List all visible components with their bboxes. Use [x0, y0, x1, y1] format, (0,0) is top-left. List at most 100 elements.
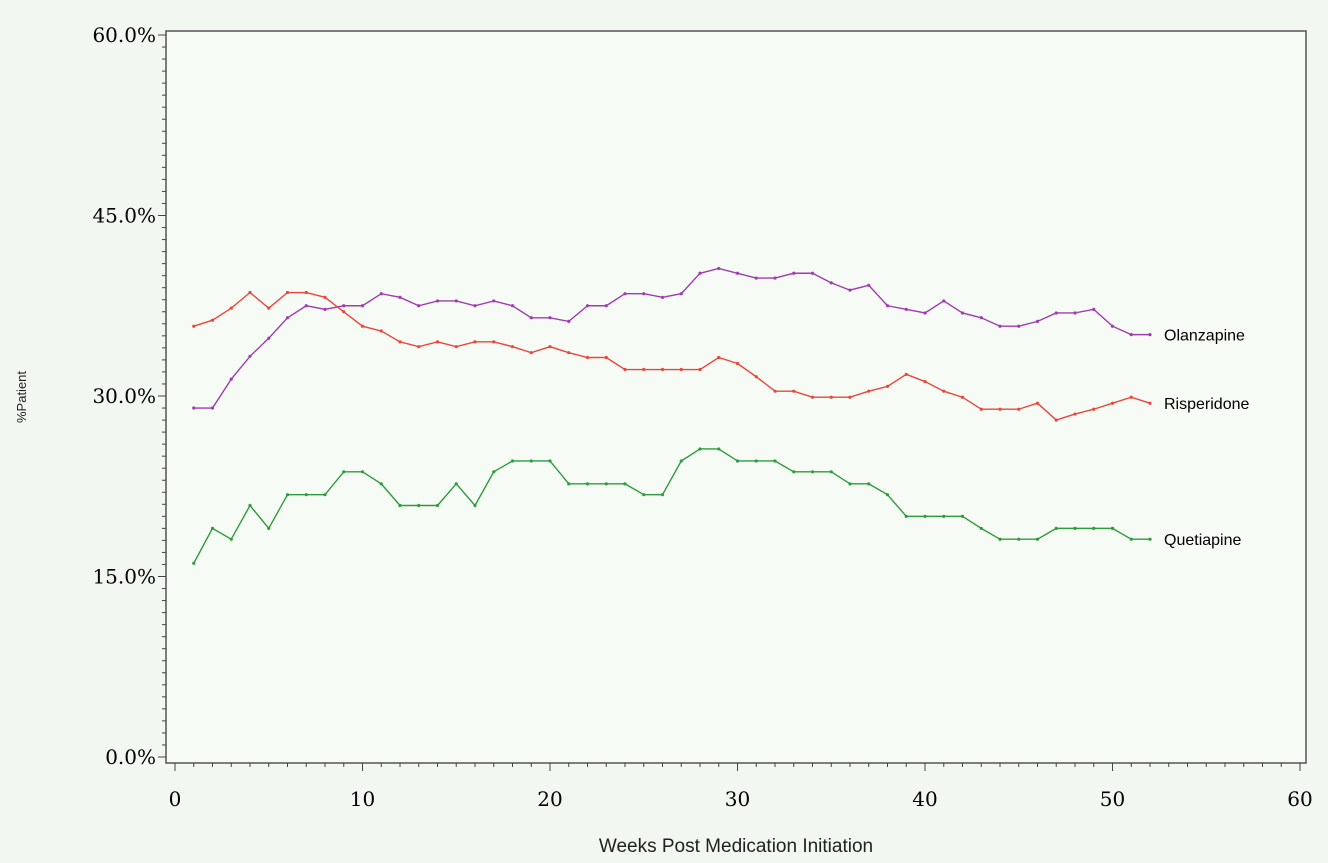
data-point-risperidone	[567, 351, 571, 355]
data-point-olanzapine	[454, 299, 458, 303]
data-point-olanzapine	[398, 295, 402, 299]
data-point-risperidone	[1129, 395, 1133, 399]
data-point-quetiapine	[642, 493, 646, 497]
data-point-olanzapine	[923, 311, 927, 315]
data-point-quetiapine	[210, 526, 215, 530]
data-point-quetiapine	[379, 482, 383, 486]
y-axis: 0.0% 15.0% 30.0% 45.0% 60.0%	[92, 23, 166, 769]
data-point-quetiapine	[1035, 537, 1040, 541]
data-point-olanzapine	[492, 299, 496, 303]
data-point-quetiapine	[867, 482, 871, 486]
data-point-quetiapine	[435, 503, 440, 508]
data-point-olanzapine	[754, 276, 758, 280]
data-point-risperidone	[585, 355, 590, 360]
data-point-risperidone	[923, 379, 927, 384]
data-point-risperidone	[604, 355, 608, 360]
data-point-quetiapine	[510, 459, 515, 463]
data-point-quetiapine	[679, 459, 683, 463]
data-point-quetiapine	[417, 503, 421, 508]
data-point-quetiapine	[1054, 526, 1058, 530]
data-point-risperidone	[773, 389, 777, 393]
data-point-olanzapine	[1110, 324, 1115, 328]
data-point-quetiapine	[192, 561, 196, 565]
data-point-olanzapine	[360, 304, 365, 308]
data-point-quetiapine	[960, 514, 965, 518]
data-point-olanzapine	[1054, 311, 1058, 315]
series-quetiapine: Quetiapine	[192, 447, 1241, 565]
data-point-quetiapine	[454, 482, 458, 486]
y-tick-label: 60.0%	[92, 23, 156, 47]
data-point-olanzapine	[642, 292, 646, 296]
data-point-quetiapine	[604, 482, 608, 486]
x-tick-label: 40	[912, 787, 937, 811]
data-point-risperidone	[1017, 407, 1021, 411]
data-point-risperidone	[435, 340, 440, 344]
data-point-olanzapine	[229, 377, 233, 381]
data-point-olanzapine	[848, 288, 852, 292]
data-point-olanzapine	[267, 336, 271, 340]
data-point-quetiapine	[810, 470, 815, 474]
data-point-olanzapine	[660, 295, 665, 299]
data-point-olanzapine	[285, 316, 290, 320]
data-point-olanzapine	[773, 276, 777, 280]
y-tick-label: 45.0%	[92, 204, 156, 228]
data-point-olanzapine	[960, 311, 965, 315]
data-point-risperidone	[229, 306, 233, 310]
data-point-quetiapine	[548, 459, 552, 463]
data-point-quetiapine	[285, 493, 290, 497]
data-point-risperidone	[679, 367, 683, 372]
data-point-risperidone	[904, 372, 908, 376]
data-point-olanzapine	[679, 292, 683, 296]
data-point-olanzapine	[867, 283, 871, 287]
data-point-quetiapine	[1129, 537, 1133, 541]
data-point-risperidone	[492, 340, 496, 344]
data-point-quetiapine	[360, 470, 365, 474]
data-point-quetiapine	[1017, 537, 1021, 541]
series-label-olanzapine: Olanzapine	[1164, 328, 1245, 345]
data-point-quetiapine	[267, 526, 271, 530]
data-point-risperidone	[342, 310, 346, 314]
data-point-quetiapine	[304, 493, 308, 497]
data-point-risperidone	[454, 345, 458, 349]
data-point-olanzapine	[792, 271, 796, 275]
data-point-olanzapine	[379, 292, 383, 296]
data-point-risperidone	[473, 340, 477, 344]
data-point-olanzapine	[304, 304, 308, 308]
data-point-olanzapine	[1073, 311, 1077, 315]
data-point-risperidone	[248, 290, 252, 295]
data-point-olanzapine	[585, 304, 590, 308]
data-point-olanzapine	[698, 271, 702, 275]
data-point-risperidone	[267, 306, 271, 310]
series-olanzapine: Olanzapine	[192, 266, 1245, 410]
data-point-quetiapine	[942, 514, 946, 518]
data-point-risperidone	[717, 355, 721, 360]
data-point-risperidone	[867, 389, 871, 393]
plot-frame	[165, 30, 1307, 764]
data-point-risperidone	[360, 324, 365, 328]
data-point-olanzapine	[473, 304, 477, 308]
data-point-olanzapine	[210, 406, 215, 410]
data-point-risperidone	[829, 395, 833, 399]
data-point-risperidone	[1054, 418, 1058, 422]
data-point-olanzapine	[1129, 333, 1133, 337]
series-label-risperidone: Risperidone	[1164, 396, 1249, 413]
data-point-risperidone	[1092, 407, 1096, 411]
y-tick-label: 15.0%	[92, 565, 156, 589]
series-risperidone: Risperidone	[192, 290, 1249, 422]
data-point-risperidone	[979, 407, 983, 411]
data-point-quetiapine	[885, 493, 890, 497]
data-point-risperidone	[885, 384, 890, 388]
data-point-olanzapine	[1035, 319, 1040, 323]
data-point-quetiapine	[979, 526, 983, 530]
data-point-risperidone	[548, 345, 552, 349]
x-tick-label: 30	[725, 787, 750, 811]
data-point-olanzapine	[810, 271, 815, 275]
data-point-risperidone	[192, 324, 196, 328]
x-axis-title: Weeks Post Medication Initiation	[599, 836, 873, 857]
data-point-quetiapine	[248, 503, 252, 508]
x-tick-label: 0	[169, 787, 182, 811]
data-point-quetiapine	[1110, 526, 1115, 530]
x-tick-label: 20	[537, 787, 562, 811]
data-point-risperidone	[642, 367, 646, 372]
data-point-quetiapine	[529, 459, 533, 463]
